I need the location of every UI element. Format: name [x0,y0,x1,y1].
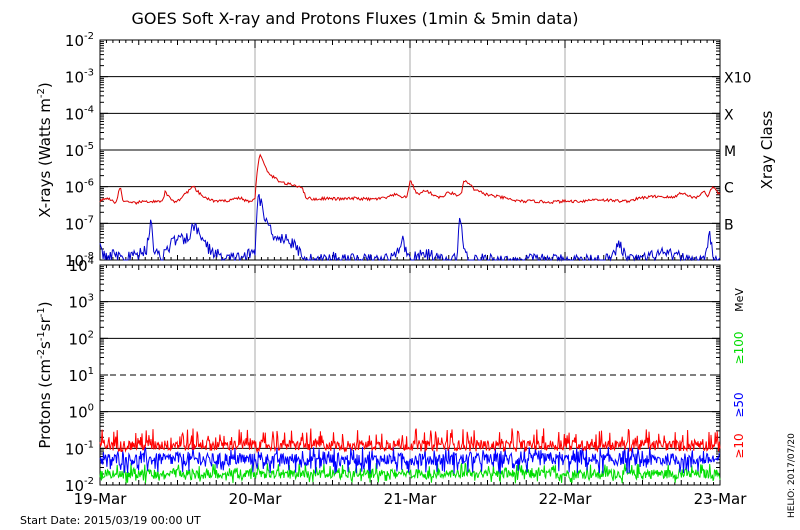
proton-legend-10: ≥10 [732,433,746,458]
ytick-label: 102 [69,329,94,348]
proton-grid [99,264,721,486]
proton-series [99,428,721,484]
class-label-m: M [724,144,736,160]
xray-ytick-labels: 10-8 10-7 10-6 10-5 10-4 10-3 10-2 [65,31,94,270]
chart-title: GOES Soft X-ray and Protons Fluxes (1min… [131,9,578,28]
ytick-label: 10-1 [65,439,94,458]
ytick-label: 10-7 [65,214,94,233]
ytick-label: 10-6 [65,178,94,197]
xray-axis-label: X-rays (Watts m-2) [36,82,54,217]
proton-axis-label: Protons (cm-2s-1sr-1) [36,301,54,448]
xray-series-short [99,194,721,262]
ytick-label: 10-5 [65,141,94,160]
proton-series-50 [99,446,721,474]
xtick-label: 23-Mar [694,490,748,508]
ytick-label: 10-8 [65,251,94,270]
ytick-label: 10-2 [65,31,94,50]
proton-ytick-labels: 10-2 10-1 100 101 102 103 104 [65,256,94,495]
class-label-x10: X10 [724,71,751,87]
class-label-c: C [724,181,734,197]
xray-series-long [99,153,721,205]
ytick-label: 10-4 [65,104,94,123]
ytick-label: 104 [69,256,94,275]
xray-class-labels: B C M X X10 [724,71,751,234]
ytick-label: 101 [69,366,94,385]
start-date: Start Date: 2015/03/19 00:00 UT [20,514,201,527]
proton-unit-label: MeV [733,288,746,312]
proton-legend-50: ≥50 [732,392,746,417]
proton-series-100 [99,462,721,484]
ytick-label: 100 [69,403,94,422]
xtick-label: 22-Mar [539,490,593,508]
class-label-x: X [724,107,734,123]
xray-series [99,153,721,262]
xtick-label: 19-Mar [74,490,128,508]
x-tick-labels: 19-Mar 20-Mar 21-Mar 22-Mar 23-Mar [74,490,748,508]
ytick-label: 10-2 [65,476,94,495]
proton-series-10 [99,428,721,454]
xtick-label: 20-Mar [229,490,283,508]
ytick-label: 103 [69,293,94,312]
xray-class-axis-label: Xray Class [758,110,776,189]
ytick-label: 10-3 [65,68,94,87]
class-label-b: B [724,217,734,233]
credit-label: HELIO: 2017/07/20 [787,433,797,518]
xtick-label: 21-Mar [384,490,438,508]
proton-legend-100: ≥100 [732,332,746,365]
